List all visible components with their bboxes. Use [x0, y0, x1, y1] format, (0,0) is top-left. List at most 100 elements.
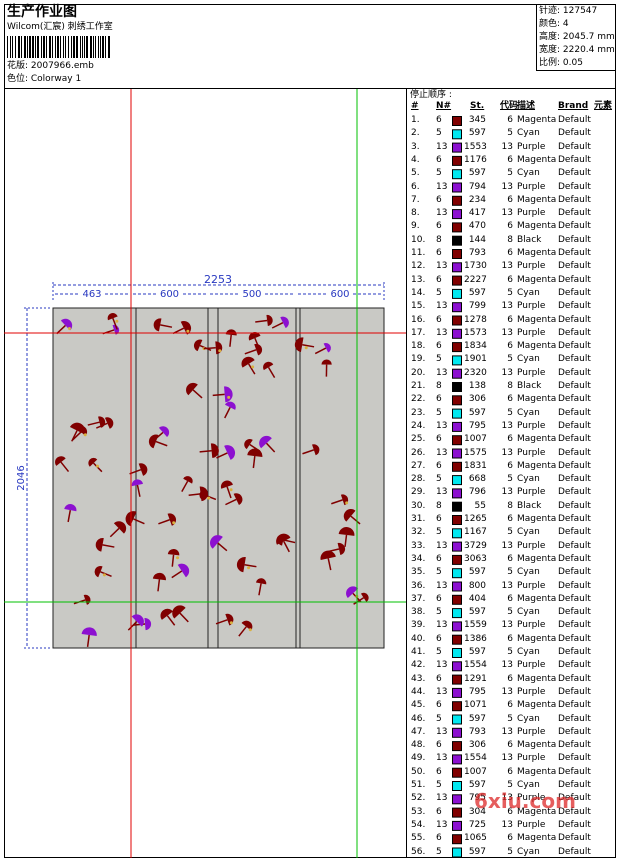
- info-line: 颜色: 4: [539, 19, 569, 29]
- code: 8: [507, 500, 513, 511]
- swatch: [452, 807, 462, 818]
- mushroom-cap: [177, 563, 190, 578]
- row-index: 46.: [411, 713, 426, 724]
- swatch: [452, 142, 462, 153]
- description: Purple: [517, 819, 546, 830]
- row-index: 51.: [411, 780, 426, 790]
- code: 6: [507, 341, 513, 352]
- row-index: 28.: [411, 474, 426, 485]
- description: Purple: [517, 447, 546, 458]
- swatch: [452, 501, 462, 512]
- stitches: 3063: [464, 553, 487, 564]
- needle: 6: [436, 341, 442, 352]
- barcode-bar: [98, 36, 99, 58]
- description: Magenta: [517, 766, 557, 777]
- code: 6: [507, 740, 513, 751]
- needle: 13: [436, 580, 448, 591]
- mushroom-stem: [247, 363, 256, 375]
- stitches: 404: [468, 593, 486, 604]
- swatch: [452, 714, 462, 725]
- code: 6: [507, 314, 513, 325]
- stitches: 470: [468, 221, 486, 232]
- dimension-label-bg: [157, 288, 182, 299]
- mushroom-stem: [302, 449, 315, 455]
- colorway: 色位: Colorway 1: [7, 74, 82, 84]
- brand: Default: [558, 726, 591, 737]
- needle: 5: [436, 407, 442, 418]
- swatch: [452, 687, 462, 698]
- mushroom-cap: [160, 608, 173, 620]
- thread-dot: [96, 464, 100, 468]
- swatch: [452, 794, 462, 805]
- swatch: [452, 727, 462, 738]
- brand: Default: [558, 647, 591, 657]
- needle: 8: [436, 381, 442, 391]
- mushroom-cap: [266, 314, 273, 326]
- info-line: 针迹: 127547: [539, 6, 598, 16]
- code: 5: [507, 287, 513, 298]
- description: Magenta: [517, 194, 557, 205]
- description: Magenta: [517, 394, 557, 405]
- barcode-bar: [71, 36, 72, 58]
- code: 6: [507, 833, 513, 844]
- barcode-bar: [82, 36, 83, 58]
- thread-dot: [251, 365, 255, 369]
- stitches: 793: [468, 726, 486, 737]
- swatch: [452, 820, 462, 831]
- description: Purple: [517, 660, 546, 671]
- needle: 13: [436, 819, 448, 830]
- description: Magenta: [517, 274, 557, 285]
- description: Magenta: [517, 434, 557, 445]
- swatch: [452, 741, 462, 752]
- description: Cyan: [517, 713, 540, 724]
- dimension-label: 2046: [16, 465, 27, 490]
- row-index: 16.: [411, 314, 426, 325]
- barcode-bar: [7, 36, 8, 58]
- mushroom-stem: [225, 498, 237, 506]
- swatch: [452, 355, 462, 366]
- brand: Default: [558, 354, 591, 365]
- mushroom-cap: [210, 443, 219, 458]
- row-index: 35.: [411, 567, 426, 578]
- swatch: [452, 461, 462, 472]
- swatch: [452, 515, 462, 525]
- stitches: 306: [468, 740, 486, 751]
- description: Magenta: [517, 553, 557, 564]
- swatch: [452, 235, 462, 246]
- brand: Default: [558, 607, 591, 618]
- stitches: 55: [474, 500, 486, 511]
- needle: 5: [436, 713, 442, 724]
- needle: 5: [436, 846, 442, 857]
- stitches: 597: [468, 846, 486, 857]
- mushroom-cap: [259, 435, 272, 449]
- description: Cyan: [517, 527, 540, 538]
- mushroom-stem: [100, 571, 112, 577]
- description: Magenta: [517, 673, 557, 684]
- needle: 8: [436, 500, 442, 511]
- code: 6: [507, 700, 513, 711]
- swatch: [452, 249, 462, 259]
- barcode-bar: [86, 36, 88, 58]
- stitches: 794: [468, 181, 486, 192]
- code: 8: [507, 381, 513, 391]
- mushroom-stem: [215, 619, 228, 625]
- stitches: 1831: [464, 460, 487, 471]
- description: Purple: [517, 208, 546, 219]
- needle: 6: [436, 700, 442, 711]
- code: 13: [501, 181, 513, 192]
- swatch: [452, 129, 462, 140]
- mushroom-cap: [277, 534, 285, 546]
- description: Magenta: [517, 806, 557, 817]
- mushroom-cap: [104, 417, 114, 429]
- brand: Default: [558, 527, 591, 538]
- brand: Default: [558, 766, 591, 777]
- mushroom-cap: [210, 535, 223, 549]
- code: 6: [507, 434, 513, 445]
- dimension-label: 600: [330, 289, 349, 300]
- stitches: 1730: [464, 261, 487, 272]
- stitches: 597: [468, 567, 486, 578]
- brand: Default: [558, 700, 591, 711]
- column-header: 代码: [500, 101, 519, 111]
- watermark: 6xiu.com: [474, 789, 576, 813]
- row-index: 9.: [411, 221, 420, 232]
